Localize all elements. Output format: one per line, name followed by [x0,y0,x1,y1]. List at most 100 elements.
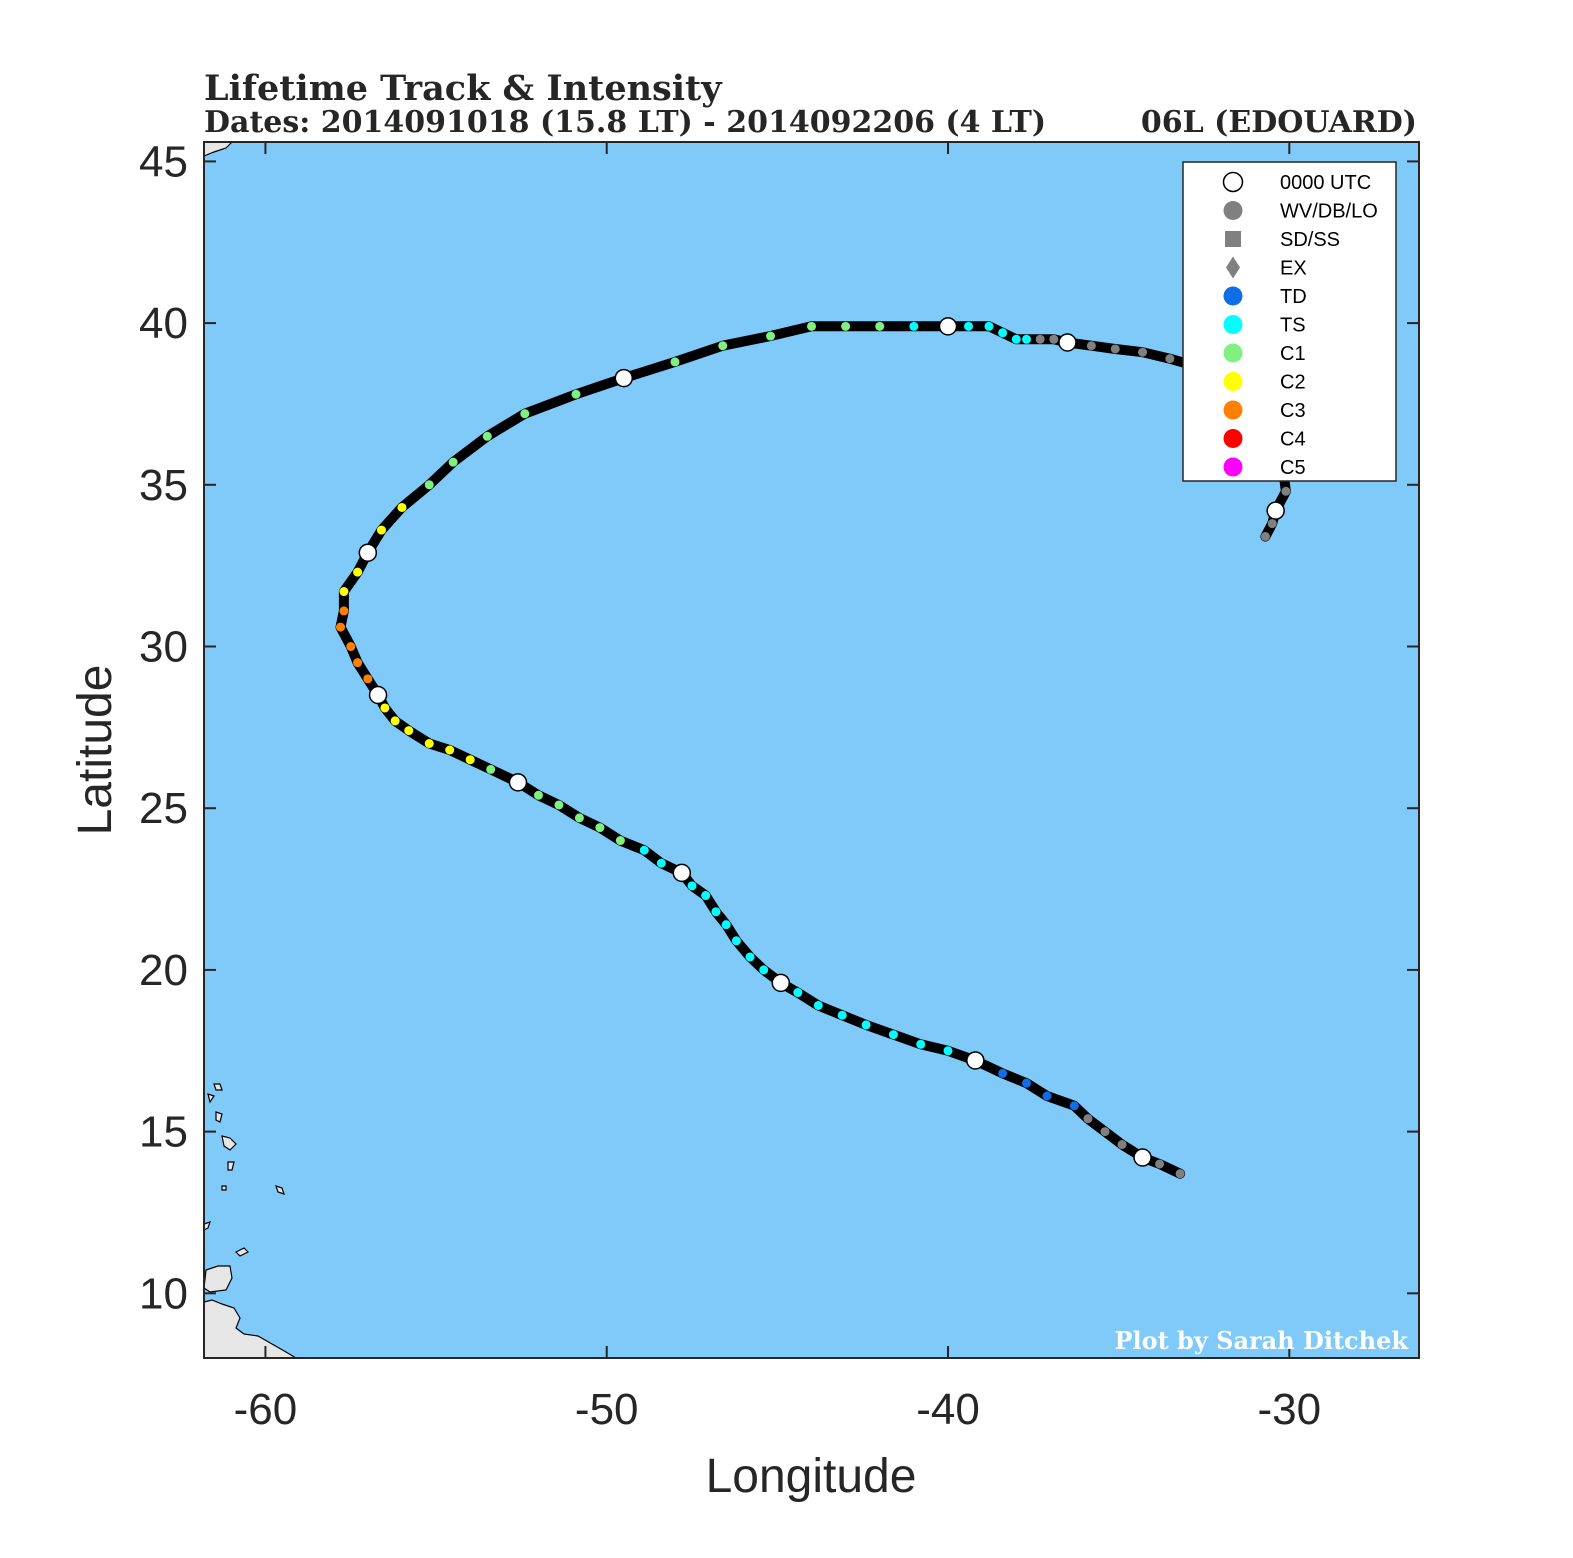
track-point-wv [1049,334,1059,344]
legend-label: C1 [1280,343,1306,365]
x-tick-label: -60 [234,1385,298,1434]
track-point-wv [1138,347,1148,357]
land-island-10 [207,1093,215,1104]
track-point-c1 [875,321,885,331]
legend-label: C2 [1280,372,1306,394]
track-point-wv [1110,344,1120,354]
track-point-wv [1281,486,1291,496]
track-point-c1 [520,409,530,419]
y-tick-label: 30 [139,623,188,672]
track-point-c3 [353,658,363,668]
land-island-4 [213,1083,223,1091]
track-point-0000utc [1133,1148,1152,1167]
land-bottom-left [204,1299,298,1358]
track-point-ts [1022,334,1032,344]
track-point-td [998,1068,1008,1078]
legend-label: EX [1280,258,1307,280]
legend-marker-c5 [1223,457,1243,477]
track-point-c1 [766,331,776,341]
track-point-ts [943,1046,953,1056]
legend-label: 0000 UTC [1280,172,1371,194]
track-point-wv [1086,341,1096,351]
track-point-c3 [363,674,373,684]
track-point-c1 [595,823,605,833]
land-island-8 [234,1247,250,1257]
land-top-left [204,142,233,157]
track-point-c2 [404,726,414,736]
track-point-c3 [346,642,356,652]
y-tick-label: 45 [139,137,188,186]
track-point-c1 [670,357,680,367]
track-point-ts [909,321,919,331]
track-point-ts [711,907,721,917]
legend-marker-c2 [1223,372,1243,391]
legend-label: WV/DB/LO [1280,201,1378,223]
track-point-c2 [376,525,386,535]
track-point-c3 [339,606,349,616]
track-point-ts [701,891,711,901]
track-point-wv [1165,354,1175,364]
ticks: -60 -50 -40 -30 45 40 35 30 25 20 15 10 [139,137,1419,1434]
track-point-c2 [424,739,434,749]
x-axis-label: Longitude [706,1450,917,1503]
land-island-5 [215,1111,223,1123]
legend-marker-td [1223,286,1243,306]
track-point-ts [837,1010,847,1020]
land-island-6 [275,1185,285,1195]
legend-marker-c1 [1223,343,1243,363]
track-point-ts [687,881,697,891]
track-point-0000utc [1266,501,1285,520]
legend: 0000 UTC WV/DB/LO SD/SS EX TD TS C1 C2 C3 C4 C5 [1182,161,1397,482]
track-point-ts [916,1039,926,1049]
track-point-ts [984,321,994,331]
track-point-c3 [336,622,346,632]
track-line [335,321,1291,1179]
track-point-ts [759,965,769,975]
track-point-wv [1117,1140,1127,1150]
x-tick-label: -50 [575,1385,639,1434]
y-tick-label: 20 [139,946,188,995]
track-point-c1 [482,431,492,441]
track-point-c1 [615,836,625,846]
legend-label: TD [1280,286,1307,308]
track-point-ts [721,920,731,930]
track-point-wv [1267,519,1277,529]
track-point-wv [1100,1127,1110,1137]
track-point-c1 [571,389,581,399]
track-point-ts [639,845,649,855]
track-point-0000utc [614,368,634,388]
track-point-ts [1011,334,1021,344]
legend-marker-ts [1223,315,1243,334]
track-point-c1 [841,321,851,331]
legend-box [1182,161,1397,482]
legend-label: C5 [1280,457,1306,479]
track-point-c1 [486,764,496,774]
track-point-0000utc [966,1051,985,1070]
track-point-0000utc [771,973,791,993]
legend-label: C3 [1280,400,1306,422]
map-dates: Dates: 2014091018 (15.8 LT) - 2014092206… [204,105,1046,140]
legend-label: TS [1280,315,1306,337]
land-features [204,142,298,1358]
track-point-ts [861,1020,871,1030]
track-point-c1 [424,480,434,490]
track-point-ts [656,858,666,868]
legend-marker-c3 [1223,400,1243,420]
track-point-c1 [448,457,458,467]
track-point-c1 [533,790,543,800]
track-point-ts [813,1000,823,1010]
track-point-c1 [574,813,584,823]
track-point-ts [963,321,973,331]
y-tick-label: 25 [139,784,188,833]
track-point-c2 [353,567,363,577]
legend-label: SD/SS [1280,229,1340,251]
track-point-wv [1155,1159,1165,1169]
y-tick-label: 15 [139,1108,188,1157]
land-island-2 [221,1135,237,1151]
legend-marker-0000-utc [1222,171,1244,193]
track-point-c1 [554,800,564,810]
track-point-c2 [465,755,475,765]
track-point-wv [1260,532,1270,542]
x-tick-label: -40 [916,1385,980,1434]
track-point-ts [793,988,803,998]
